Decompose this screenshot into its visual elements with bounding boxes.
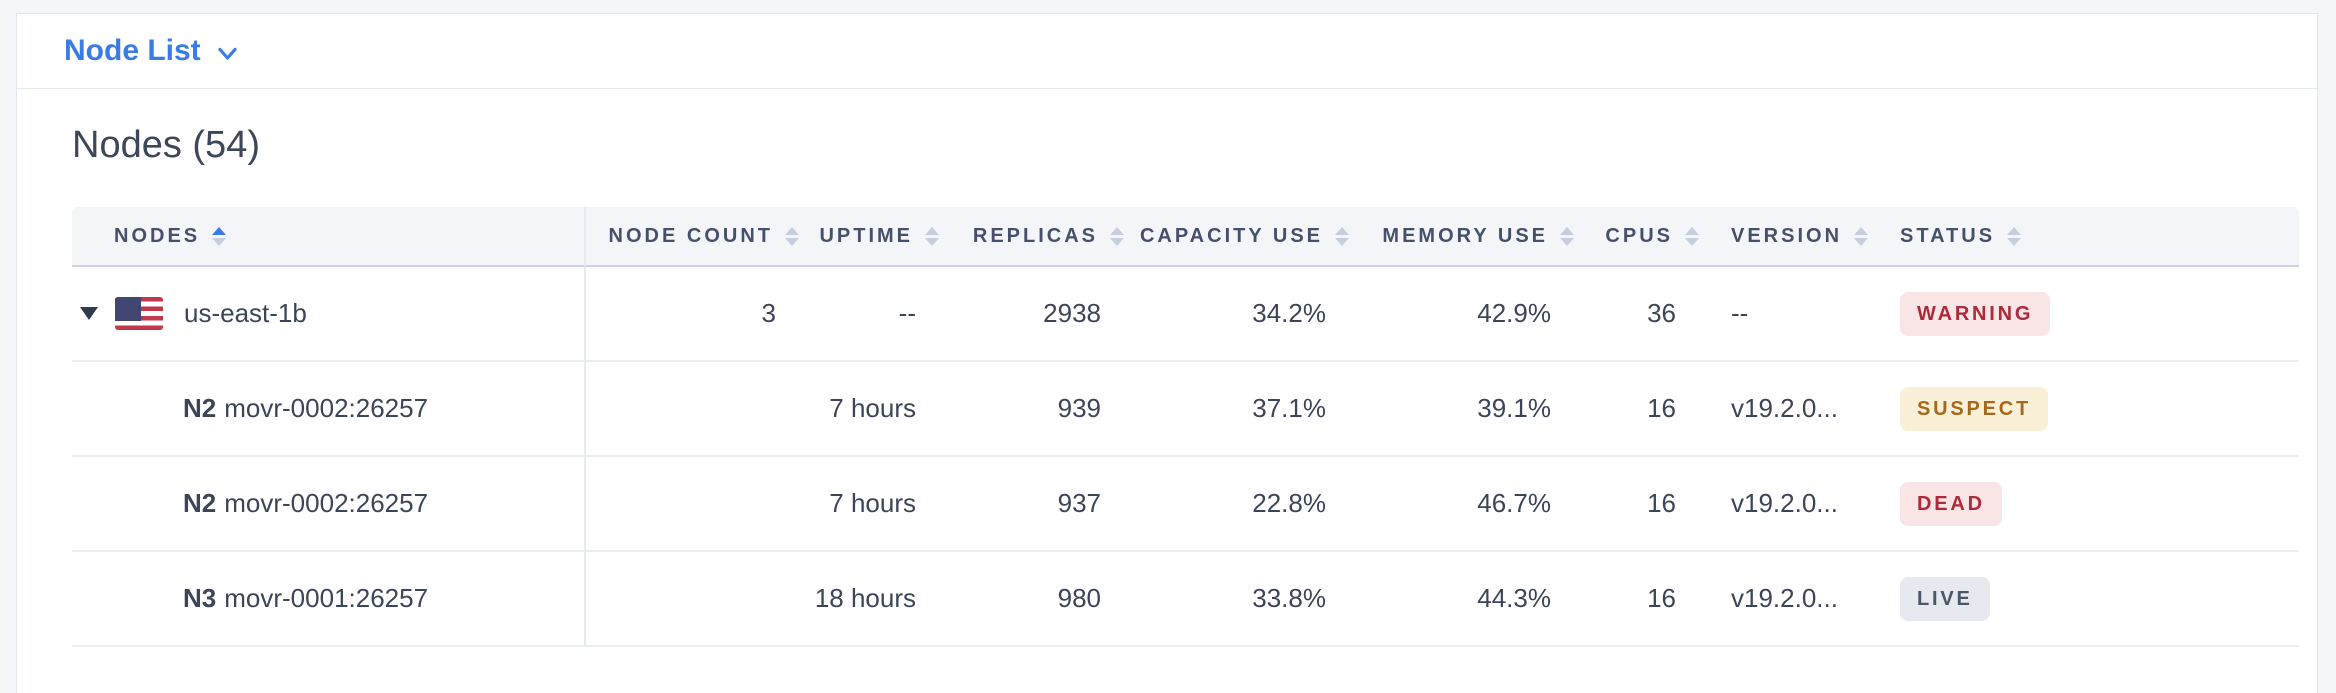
- sort-icon: [2007, 226, 2022, 246]
- cell-cpus: 16: [1575, 457, 1700, 552]
- cell-node_count: [586, 457, 800, 552]
- sort-icon: [1335, 226, 1349, 246]
- cell-node_count: 3: [586, 267, 800, 362]
- cell-memory_use: 42.9%: [1350, 267, 1575, 362]
- cell-status: WARNING: [1880, 267, 2299, 362]
- view-switcher-bar: Node List: [17, 14, 2317, 89]
- sort-icon: [1110, 226, 1124, 246]
- column-header-label: NODE COUNT: [608, 224, 773, 247]
- node-id: N3: [183, 583, 217, 613]
- us-flag-icon: [115, 297, 163, 330]
- node-id: N2: [183, 393, 217, 423]
- page-title: Nodes (54): [72, 124, 260, 166]
- node-list-card: Node List Nodes (54) NODES NODE COUNT UPTI…: [16, 13, 2318, 693]
- cell-memory_use: 44.3%: [1350, 552, 1575, 647]
- cell-version: v19.2.0...: [1700, 552, 1880, 647]
- cell-nodes: N2 movr-0002:26257: [72, 362, 586, 457]
- node-id: N2: [183, 488, 217, 518]
- sort-icon: [925, 226, 939, 246]
- cell-node_count: [586, 362, 800, 457]
- chevron-down-icon: [218, 47, 237, 60]
- cell-capacity_use: 37.1%: [1125, 362, 1350, 457]
- node-row[interactable]: N2 movr-0002:26257 7 hours 937 22.8% 46.7% 16 v…: [72, 457, 2299, 552]
- column-header-label: REPLICAS: [972, 224, 1098, 247]
- cell-uptime: --: [800, 267, 940, 362]
- cell-replicas: 937: [940, 457, 1125, 552]
- column-header-cpus[interactable]: CPUS: [1575, 207, 1700, 267]
- node-address[interactable]: movr-0002:26257: [224, 393, 429, 423]
- cell-uptime: 7 hours: [800, 457, 940, 552]
- cell-capacity_use: 22.8%: [1125, 457, 1350, 552]
- column-header-label: CAPACITY USE: [1139, 224, 1323, 247]
- column-header-label: NODES: [114, 224, 201, 247]
- node-list-dropdown[interactable]: Node List: [64, 36, 239, 66]
- sort-icon: [1854, 226, 1869, 246]
- column-header-label: MEMORY USE: [1382, 224, 1548, 247]
- cell-replicas: 2938: [940, 267, 1125, 362]
- cell-uptime: 7 hours: [800, 362, 940, 457]
- sort-icon: [785, 226, 799, 246]
- nodes-table: NODES NODE COUNT UPTIME REPLICAS CAPACITY US…: [72, 207, 2299, 647]
- table-header-row: NODES NODE COUNT UPTIME REPLICAS CAPACITY US…: [72, 207, 2299, 267]
- column-header-label: UPTIME: [819, 224, 913, 247]
- sort-icon: [1685, 226, 1699, 246]
- cell-node_count: [586, 552, 800, 647]
- expand-caret-icon[interactable]: [80, 307, 98, 320]
- cell-capacity_use: 33.8%: [1125, 552, 1350, 647]
- cell-status: SUSPECT: [1880, 362, 2299, 457]
- node-address[interactable]: movr-0002:26257: [224, 488, 429, 518]
- node-list-dropdown-label: Node List: [64, 34, 201, 67]
- cell-cpus: 16: [1575, 362, 1700, 457]
- region-name[interactable]: us-east-1b: [184, 298, 307, 328]
- cell-cpus: 36: [1575, 267, 1700, 362]
- cell-version: v19.2.0...: [1700, 362, 1880, 457]
- cell-version: v19.2.0...: [1700, 457, 1880, 552]
- sort-icon: [212, 226, 227, 246]
- page: { "toolbar": { "dropdown_label": "Node L…: [16, 13, 2318, 693]
- cell-memory_use: 46.7%: [1350, 457, 1575, 552]
- node-row[interactable]: N2 movr-0002:26257 7 hours 939 37.1% 39.1% 16 v…: [72, 362, 2299, 457]
- column-header-replicas[interactable]: REPLICAS: [940, 207, 1125, 267]
- cell-capacity_use: 34.2%: [1125, 267, 1350, 362]
- column-header-uptime[interactable]: UPTIME: [800, 207, 940, 267]
- cell-replicas: 980: [940, 552, 1125, 647]
- node-address[interactable]: movr-0001:26257: [224, 583, 429, 613]
- cell-uptime: 18 hours: [800, 552, 940, 647]
- column-header-version[interactable]: VERSION: [1700, 207, 1880, 267]
- sort-icon: [1560, 226, 1574, 246]
- status-badge: DEAD: [1900, 481, 2002, 526]
- status-badge: LIVE: [1900, 576, 1990, 621]
- status-badge: SUSPECT: [1900, 386, 2049, 431]
- column-header-nodes[interactable]: NODES: [72, 207, 586, 267]
- cell-status: DEAD: [1880, 457, 2299, 552]
- status-badge: WARNING: [1900, 291, 2051, 336]
- cell-memory_use: 39.1%: [1350, 362, 1575, 457]
- column-header-status[interactable]: STATUS: [1880, 207, 2299, 267]
- cell-nodes: us-east-1b: [72, 267, 586, 362]
- cell-cpus: 16: [1575, 552, 1700, 647]
- region-row[interactable]: us-east-1b 3 -- 2938 34.2% 42.9% 36 -- WARNING: [72, 267, 2299, 362]
- cell-nodes: N3 movr-0001:26257: [72, 552, 586, 647]
- nodes-content: Nodes (54) NODES NODE COUNT UPTIME REPLICAS…: [17, 123, 2317, 647]
- cell-nodes: N2 movr-0002:26257: [72, 457, 586, 552]
- column-header-label: VERSION: [1731, 224, 1843, 247]
- cell-replicas: 939: [940, 362, 1125, 457]
- column-header-memory_use[interactable]: MEMORY USE: [1350, 207, 1575, 267]
- column-header-label: STATUS: [1900, 224, 1996, 247]
- node-row[interactable]: N3 movr-0001:26257 18 hours 980 33.8% 44.3% 16…: [72, 552, 2299, 647]
- column-header-node_count[interactable]: NODE COUNT: [586, 207, 800, 267]
- cell-status: LIVE: [1880, 552, 2299, 647]
- column-header-capacity_use[interactable]: CAPACITY USE: [1125, 207, 1350, 267]
- cell-version: --: [1700, 267, 1880, 362]
- column-header-label: CPUS: [1605, 224, 1673, 247]
